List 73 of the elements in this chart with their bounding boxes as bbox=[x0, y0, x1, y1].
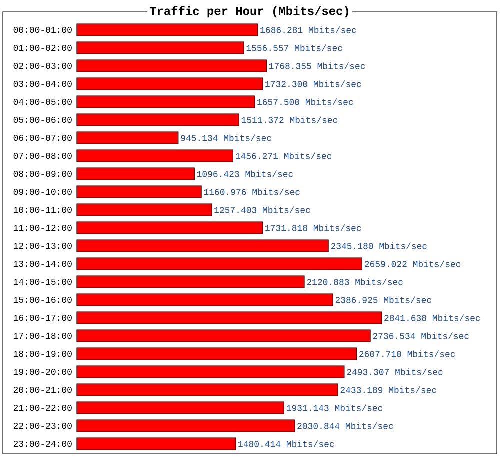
y-tick-label: 07:00-08:00 bbox=[14, 152, 72, 160]
data-label: 1931.143 Mbits/sec bbox=[286, 404, 383, 412]
y-tick-label: 15:00-16:00 bbox=[14, 296, 72, 304]
bar bbox=[76, 366, 345, 378]
data-label: 1480.414 Mbits/sec bbox=[238, 440, 334, 448]
y-tick-label: 13:00-14:00 bbox=[14, 260, 72, 268]
y-tick-label: 04:00-05:00 bbox=[14, 98, 72, 106]
y-tick-label: 06:00-07:00 bbox=[14, 134, 72, 142]
bar bbox=[76, 240, 329, 252]
y-tick-label: 14:00-15:00 bbox=[14, 278, 72, 286]
y-tick-label: 00:00-01:00 bbox=[14, 26, 72, 34]
y-tick-label: 20:00-21:00 bbox=[14, 386, 72, 394]
y-tick-label: 23:00-24:00 bbox=[14, 440, 72, 448]
y-tick-label: 05:00-06:00 bbox=[14, 116, 72, 124]
bar bbox=[76, 438, 236, 450]
data-label: 2120.883 Mbits/sec bbox=[307, 278, 403, 286]
data-label: 2736.534 Mbits/sec bbox=[373, 332, 469, 340]
y-tick-label: 02:00-03:00 bbox=[14, 62, 72, 70]
data-label: 1657.500 Mbits/sec bbox=[258, 98, 354, 106]
data-label: 1686.281 Mbits/sec bbox=[260, 26, 356, 34]
y-tick-label: 18:00-19:00 bbox=[14, 350, 72, 358]
bar bbox=[76, 24, 258, 36]
bar bbox=[76, 186, 202, 198]
data-label: 1160.976 Mbits/sec bbox=[204, 188, 300, 196]
y-tick-label: 10:00-11:00 bbox=[14, 206, 72, 214]
data-label: 2659.022 Mbits/sec bbox=[365, 260, 461, 268]
data-label: 1511.372 Mbits/sec bbox=[242, 116, 338, 124]
data-label: 2607.710 Mbits/sec bbox=[360, 350, 456, 358]
data-label: 2345.180 Mbits/sec bbox=[331, 242, 427, 250]
data-label: 1096.423 Mbits/sec bbox=[197, 170, 293, 178]
chart-title: Traffic per Hour (Mbits/sec) bbox=[150, 6, 348, 18]
y-tick-label: 22:00-23:00 bbox=[14, 422, 72, 430]
bar bbox=[76, 420, 296, 432]
bar bbox=[76, 384, 338, 396]
bar bbox=[76, 42, 244, 54]
y-tick-label: 03:00-04:00 bbox=[14, 80, 72, 88]
bar bbox=[76, 348, 358, 360]
y-tick-label: 08:00-09:00 bbox=[14, 170, 72, 178]
data-label: 1732.300 Mbits/sec bbox=[266, 80, 362, 88]
y-tick-label: 21:00-22:00 bbox=[14, 404, 72, 412]
bar bbox=[76, 60, 267, 72]
y-tick-label: 12:00-13:00 bbox=[14, 242, 72, 250]
bar bbox=[76, 150, 234, 162]
bar bbox=[76, 204, 212, 216]
data-label: 1731.818 Mbits/sec bbox=[266, 224, 362, 232]
bar bbox=[76, 276, 305, 288]
data-label: 1257.403 Mbits/sec bbox=[214, 206, 310, 214]
data-label: 1456.271 Mbits/sec bbox=[236, 152, 332, 160]
data-label: 2493.307 Mbits/sec bbox=[347, 368, 443, 376]
data-label: 2841.638 Mbits/sec bbox=[384, 314, 480, 322]
bar bbox=[76, 312, 382, 324]
y-tick-label: 01:00-02:00 bbox=[14, 44, 72, 52]
bar bbox=[76, 114, 240, 126]
bar bbox=[76, 222, 264, 234]
y-tick-label: 19:00-20:00 bbox=[14, 368, 72, 376]
data-label: 2433.189 Mbits/sec bbox=[340, 386, 436, 394]
data-label: 2030.844 Mbits/sec bbox=[298, 422, 394, 430]
bar bbox=[76, 258, 363, 270]
bar bbox=[76, 294, 334, 306]
data-label: 1768.355 Mbits/sec bbox=[270, 62, 366, 70]
bar bbox=[76, 168, 195, 180]
bar bbox=[76, 330, 371, 342]
data-label: 1556.557 Mbits/sec bbox=[246, 44, 342, 52]
bar bbox=[76, 132, 179, 144]
y-tick-label: 11:00-12:00 bbox=[14, 224, 72, 232]
bar bbox=[76, 96, 256, 108]
y-tick-label: 09:00-10:00 bbox=[14, 188, 72, 196]
y-tick-label: 17:00-18:00 bbox=[14, 332, 72, 340]
data-label: 945.134 Mbits/sec bbox=[181, 134, 272, 142]
y-tick-label: 16:00-17:00 bbox=[14, 314, 72, 322]
bar bbox=[76, 78, 264, 90]
bar bbox=[76, 402, 284, 414]
data-label: 2386.925 Mbits/sec bbox=[336, 296, 432, 304]
